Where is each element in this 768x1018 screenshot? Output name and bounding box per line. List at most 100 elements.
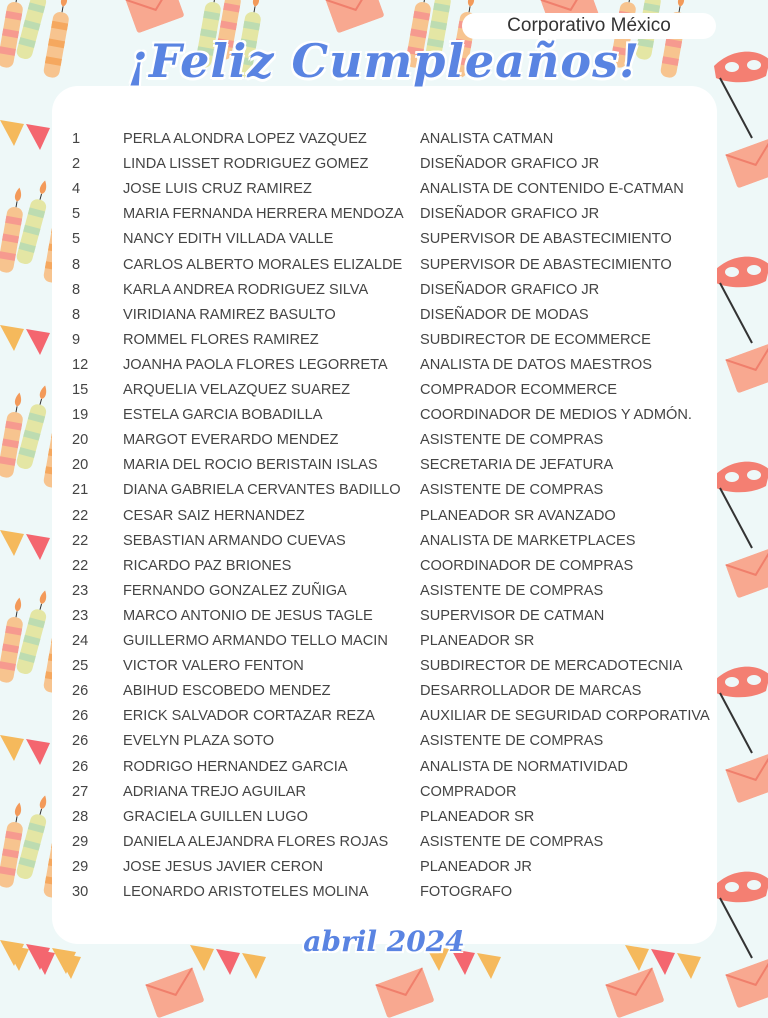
party-mask-icon <box>714 461 768 549</box>
birthday-day: 21 <box>72 482 89 499</box>
employee-name: GRACIELA GUILLEN LUGO <box>123 808 308 825</box>
employee-role: ASISTENTE DE COMPRAS <box>420 432 604 449</box>
birthday-day: 28 <box>72 808 89 825</box>
birthday-day: 19 <box>72 407 89 424</box>
employee-name: VICTOR VALERO FENTON <box>123 658 304 675</box>
candle-icon <box>0 802 23 888</box>
birthday-day: 8 <box>72 281 81 298</box>
employee-name: RICARDO PAZ BRIONES <box>123 557 292 574</box>
employee-role: COMPRADOR ECOMMERCE <box>420 382 618 398</box>
employee-role: COMPRADOR <box>420 783 517 800</box>
birthday-day: 15 <box>72 382 89 398</box>
employee-name: CARLOS ALBERTO MORALES ELIZALDE <box>123 256 403 273</box>
candle-icon <box>16 795 47 880</box>
birthday-day: 29 <box>72 858 89 875</box>
birthday-day: 26 <box>72 708 89 725</box>
employee-role: DESARROLLADOR DE MARCAS <box>420 683 642 700</box>
employee-name: MARIA DEL ROCIO BERISTAIN ISLAS <box>123 457 378 474</box>
birthday-day: 23 <box>72 582 89 599</box>
employee-role: DISEÑADOR GRAFICO JR <box>420 156 600 173</box>
birthday-day: 20 <box>72 457 89 474</box>
month-label: abril 2024 <box>303 925 465 958</box>
employee-name: MARIA FERNANDA HERRERA MENDOZA <box>123 206 404 223</box>
employee-role: AUXILIAR DE SEGURIDAD CORPORATIVA <box>420 708 710 725</box>
employee-name: LEONARDO ARISTOTELES MOLINA <box>123 884 369 900</box>
party-mask-icon <box>714 256 768 344</box>
bunting-icon <box>190 945 266 979</box>
employee-role: SUBDIRECTOR DE MERCADOTECNIA <box>420 658 683 675</box>
employee-name: ERICK SALVADOR CORTAZAR REZA <box>123 708 375 725</box>
birthday-day: 29 <box>72 833 89 850</box>
party-mask-icon <box>714 51 768 139</box>
envelope-icon <box>725 547 768 598</box>
employee-name: KARLA ANDREA RODRIGUEZ SILVA <box>123 281 369 298</box>
employee-name: ARQUELIA VELAZQUEZ SUAREZ <box>123 382 351 398</box>
candle-icon <box>16 590 47 675</box>
employee-role: COORDINADOR DE MEDIOS Y ADMÓN. <box>420 407 692 424</box>
employee-name: ABIHUD ESCOBEDO MENDEZ <box>123 683 331 700</box>
envelope-icon <box>725 137 768 188</box>
envelope-icon <box>725 752 768 803</box>
employee-name: ESTELA GARCIA BOBADILLA <box>123 407 323 424</box>
employee-role: SECRETARIA DE JEFATURA <box>420 457 614 474</box>
page-title: ¡Feliz Cumpleaños! <box>127 34 641 88</box>
employee-name: PERLA ALONDRA LOPEZ VAZQUEZ <box>123 131 367 147</box>
birthday-day: 22 <box>72 532 89 549</box>
employee-name: ROMMEL FLORES RAMIREZ <box>123 331 319 348</box>
birthday-day: 22 <box>72 507 89 524</box>
candle-icon <box>0 0 23 68</box>
company-badge: Corporativo México <box>462 13 716 39</box>
party-mask-icon <box>714 666 768 754</box>
employee-role: FOTOGRAFO <box>420 884 513 900</box>
employee-role: DISEÑADOR GRAFICO JR <box>420 281 600 298</box>
birthday-day: 22 <box>72 557 89 574</box>
candle-icon <box>0 187 23 273</box>
employee-name: RODRIGO HERNANDEZ GARCIA <box>123 758 348 775</box>
employee-name: CESAR SAIZ HERNANDEZ <box>123 507 305 524</box>
employee-role: ASISTENTE DE COMPRAS <box>420 833 604 850</box>
employee-name: DANIELA ALEJANDRA FLORES ROJAS <box>123 833 389 850</box>
birthday-day: 26 <box>72 683 89 700</box>
candle-icon <box>43 0 69 78</box>
candle-icon <box>425 0 451 60</box>
employee-role: ANALISTA DE NORMATIVIDAD <box>420 758 628 775</box>
candle-icon <box>16 0 47 60</box>
employee-name: MARCO ANTONIO DE JESUS TAGLE <box>123 607 373 624</box>
bunting-icon <box>5 945 81 979</box>
employee-role: SUPERVISOR DE CATMAN <box>420 607 605 624</box>
envelope-icon <box>325 0 384 33</box>
birthday-day: 23 <box>72 607 89 624</box>
bunting-icon <box>625 945 701 979</box>
birthday-day: 4 <box>72 181 81 198</box>
employee-role: DISEÑADOR GRAFICO JR <box>420 206 600 223</box>
employee-role: PLANEADOR SR <box>420 633 535 649</box>
birthday-day: 2 <box>72 156 81 173</box>
employee-role: DISEÑADOR DE MODAS <box>420 306 589 323</box>
birthday-day: 12 <box>72 356 89 373</box>
bunting-icon <box>425 945 501 979</box>
employee-role: SUBDIRECTOR DE ECOMMERCE <box>420 331 651 348</box>
birthday-day: 5 <box>72 231 81 248</box>
employee-role: ANALISTA DE DATOS MAESTROS <box>420 356 652 373</box>
employee-role: ASISTENTE DE COMPRAS <box>420 733 604 750</box>
employee-role: SUPERVISOR DE ABASTECIMIENTO <box>420 256 672 273</box>
party-mask-icon <box>714 871 768 959</box>
candle-icon <box>195 0 221 68</box>
birthday-day: 30 <box>72 884 89 900</box>
employee-role: PLANEADOR SR <box>420 808 535 825</box>
employee-name: EVELYN PLAZA SOTO <box>123 733 275 750</box>
employee-name: LINDA LISSET RODRIGUEZ GOMEZ <box>123 156 369 173</box>
employee-role: PLANEADOR SR AVANZADO <box>420 507 616 524</box>
envelope-icon <box>725 342 768 393</box>
employee-name: JOANHA PAOLA FLORES LEGORRETA <box>123 356 388 373</box>
candle-icon <box>215 0 241 60</box>
employee-name: NANCY EDITH VILLADA VALLE <box>123 231 334 248</box>
employee-name: FERNANDO GONZALEZ ZUÑIGA <box>123 582 347 599</box>
birthday-day: 26 <box>72 758 89 775</box>
candle-icon <box>0 392 23 478</box>
envelope-icon <box>125 0 184 33</box>
employee-name: ADRIANA TREJO AGUILAR <box>123 783 307 800</box>
employee-role: ASISTENTE DE COMPRAS <box>420 482 604 499</box>
employee-role: COORDINADOR DE COMPRAS <box>420 557 634 574</box>
employee-name: GUILLERMO ARMANDO TELLO MACIN <box>123 633 388 649</box>
